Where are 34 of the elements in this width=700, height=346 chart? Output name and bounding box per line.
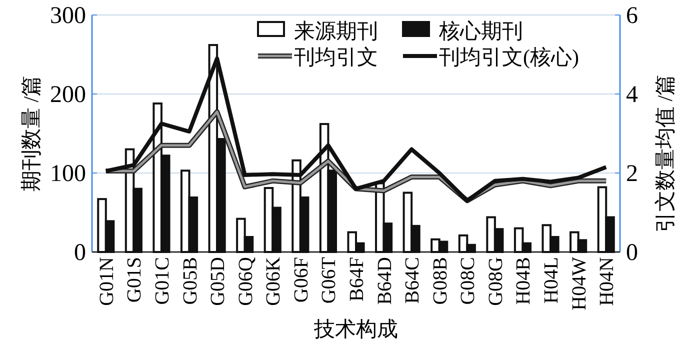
x-tick-label: G06Q: [234, 256, 257, 306]
y2-tick-label: 4: [626, 82, 638, 108]
y-axis-title: 期刊数量 /篇: [19, 75, 43, 192]
x-tick-label: H04B: [512, 257, 535, 305]
y2-tick-label: 2: [626, 161, 638, 187]
x-tick-label: B64D: [374, 257, 396, 305]
x-tick-label: G01C: [151, 257, 174, 305]
x-tick-label: B64F: [346, 257, 368, 302]
y2-tick-label: 6: [626, 3, 638, 29]
x-tick-label: G01N: [96, 257, 118, 306]
legend-label: 来源期刊: [294, 19, 378, 43]
x-tick-label: H04N: [596, 257, 618, 306]
x-tick-label: G08B: [429, 257, 452, 305]
x-tick-label: G06K: [262, 256, 285, 306]
x-tick-label: G05B: [179, 257, 202, 305]
x-tick-label: G01S: [124, 257, 146, 303]
y-tick-label: 300: [50, 3, 86, 29]
y-tick-label: 200: [50, 82, 86, 108]
x-tick-label: G08C: [457, 257, 480, 305]
legend-label: 刊均引文(核心): [439, 45, 579, 69]
x-tick-label: H04L: [540, 257, 563, 304]
y-tick-label: 0: [74, 240, 86, 266]
x-tick-label: B64C: [402, 257, 424, 304]
y2-tick-label: 0: [626, 240, 638, 266]
y-tick-label: 100: [50, 161, 86, 187]
legend-label: 刊均引文: [294, 45, 378, 69]
x-axis-title: 技术构成: [313, 317, 398, 341]
x-tick-label: G06T: [318, 257, 340, 304]
legend-label: 核心期刊: [438, 19, 523, 43]
x-tick-label: G08G: [484, 257, 507, 306]
x-tick-label: G05D: [207, 257, 230, 306]
x-tick-label: H04W: [568, 256, 590, 310]
x-tick-label: G06F: [290, 257, 312, 303]
y2-axis-title: 引文数量均值 /篇: [653, 74, 677, 233]
